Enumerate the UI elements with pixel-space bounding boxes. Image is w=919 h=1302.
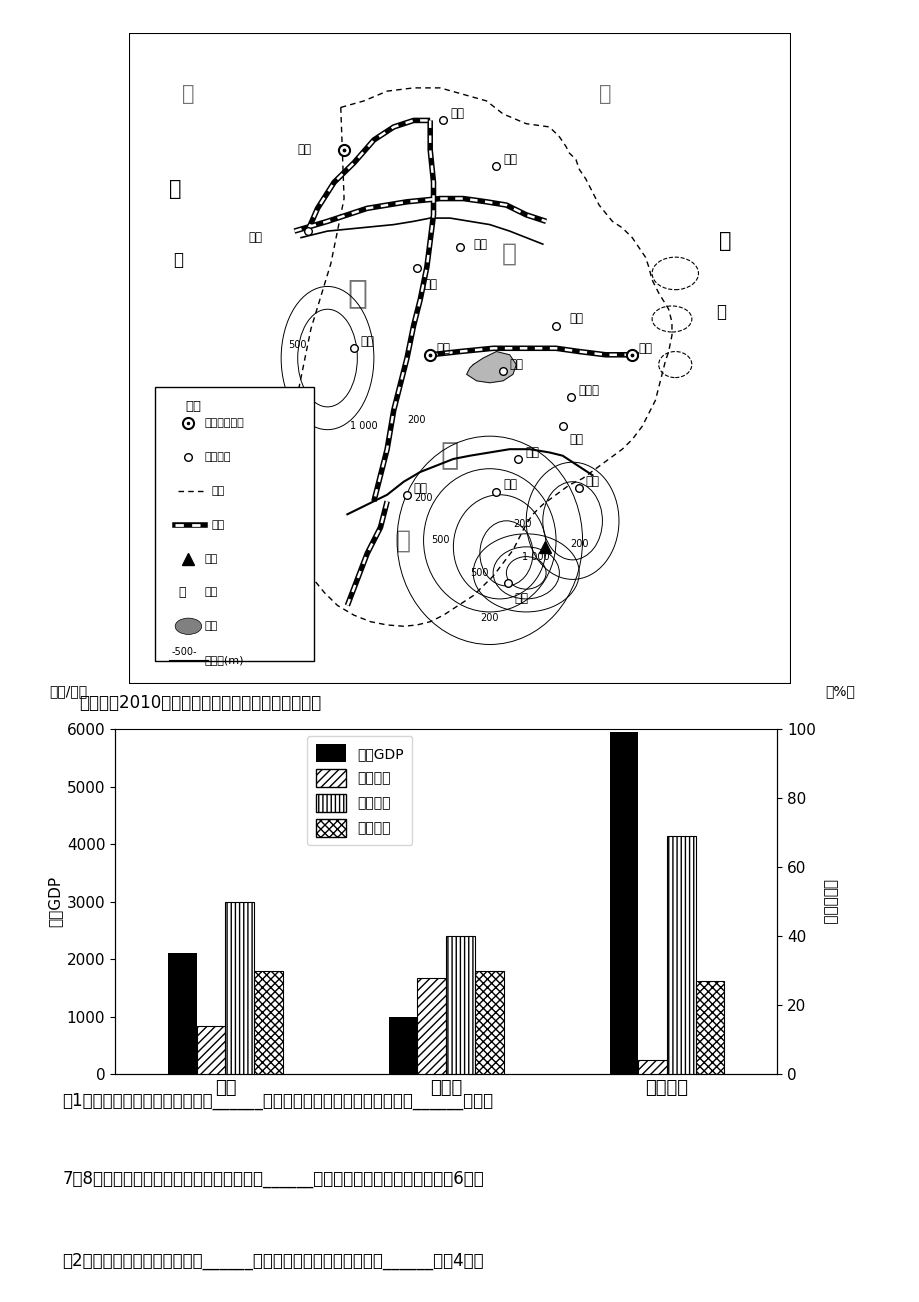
- Text: 1 000: 1 000: [522, 552, 550, 561]
- Text: -500-: -500-: [172, 647, 198, 656]
- Bar: [225, 902, 254, 1074]
- Text: 省界: 省界: [211, 486, 224, 496]
- Text: 省级行政中心: 省级行政中心: [205, 418, 244, 428]
- Text: 200: 200: [513, 519, 531, 529]
- Ellipse shape: [175, 618, 201, 634]
- Text: 淮南: 淮南: [423, 279, 437, 290]
- Text: 南: 南: [169, 178, 181, 199]
- Text: 主要城市: 主要城市: [205, 452, 232, 462]
- Text: 200: 200: [570, 539, 588, 548]
- Text: 7、8月淮河以北地区经常出现暴雨天气是由______（天气系统）过境时形成的。（6分）: 7、8月淮河以北地区经常出现暴雨天气是由______（天气系统）过境时形成的。（…: [62, 1169, 483, 1187]
- Text: （元/人）: （元/人）: [50, 684, 87, 698]
- Text: 马鞍山: 马鞍山: [577, 384, 598, 397]
- Bar: [389, 1017, 417, 1074]
- Text: 长: 长: [396, 529, 411, 552]
- Text: 200: 200: [414, 493, 432, 503]
- Legend: 人均GDP, 第一产业, 第二产业, 第三产业: 人均GDP, 第一产业, 第二产业, 第三产业: [307, 736, 412, 845]
- Text: 500: 500: [471, 568, 489, 578]
- Text: 铁路: 铁路: [211, 519, 224, 530]
- Bar: [254, 971, 282, 1074]
- Text: 200: 200: [480, 613, 498, 624]
- Bar: [695, 980, 723, 1074]
- Bar: [609, 732, 638, 1074]
- Text: 宣城: 宣城: [585, 475, 599, 488]
- Text: 湖泊: 湖泊: [205, 621, 218, 631]
- Text: 合肥: 合肥: [437, 342, 450, 354]
- Text: 500: 500: [289, 340, 307, 350]
- Text: 巢湖: 巢湖: [509, 358, 523, 371]
- Text: 江: 江: [599, 85, 611, 104]
- Y-axis label: 人均GDP: 人均GDP: [48, 876, 62, 927]
- Bar: [446, 936, 474, 1074]
- Text: 200: 200: [407, 415, 425, 424]
- Text: 阜阳: 阜阳: [248, 232, 262, 243]
- Text: 安庆: 安庆: [414, 482, 427, 495]
- Text: 淮北: 淮北: [449, 108, 463, 120]
- Polygon shape: [466, 352, 516, 383]
- Text: 江: 江: [440, 441, 459, 470]
- Text: 亳州: 亳州: [298, 143, 312, 156]
- Bar: [666, 836, 695, 1074]
- Text: 铜陵: 铜陵: [525, 447, 539, 458]
- Text: 等高线(m): 等高线(m): [205, 655, 244, 665]
- Text: 芜湖: 芜湖: [569, 434, 583, 445]
- Text: 材料二：2010年安徽全省和两市经济数据统计图。: 材料二：2010年安徽全省和两市经济数据统计图。: [79, 694, 321, 712]
- Bar: [168, 953, 197, 1074]
- Text: 滁州: 滁州: [569, 312, 583, 326]
- Text: （2）阜阳市的主要粮食作物是______，其所在地区的自然带类型为______。（4分）: （2）阜阳市的主要粮食作物是______，其所在地区的自然带类型为______。…: [62, 1253, 483, 1269]
- Bar: [474, 971, 503, 1074]
- Text: 六安: 六安: [360, 336, 374, 348]
- Text: （%）: （%）: [824, 684, 855, 698]
- Text: 河: 河: [182, 85, 195, 104]
- Bar: [417, 978, 446, 1074]
- Y-axis label: 各产业比重: 各产业比重: [821, 879, 836, 924]
- Text: 500: 500: [430, 535, 448, 546]
- Text: 河: 河: [502, 242, 516, 266]
- Bar: [155, 388, 314, 661]
- Text: 黄山: 黄山: [514, 592, 528, 605]
- Text: 南京: 南京: [638, 342, 652, 354]
- Text: 山峰: 山峰: [205, 553, 218, 564]
- Text: 河流: 河流: [205, 587, 218, 598]
- Text: 〜: 〜: [178, 586, 186, 599]
- Text: 池州: 池州: [503, 479, 516, 491]
- Text: （1）安徽省最主要的地形类型为______，贯穿该省南部的长江大致流向是______。每年: （1）安徽省最主要的地形类型为______，贯穿该省南部的长江大致流向是____…: [62, 1092, 493, 1111]
- Text: 苏: 苏: [718, 230, 731, 251]
- Text: 宿州: 宿州: [503, 154, 516, 165]
- Text: 淮: 淮: [347, 276, 367, 310]
- Text: 省: 省: [716, 303, 726, 322]
- Bar: [638, 1060, 666, 1074]
- Text: 1 000: 1 000: [350, 422, 378, 431]
- Text: 省: 省: [174, 251, 183, 270]
- Bar: [197, 1026, 225, 1074]
- Text: 蚌埠: 蚌埠: [472, 238, 487, 250]
- Text: 图例: 图例: [185, 401, 201, 413]
